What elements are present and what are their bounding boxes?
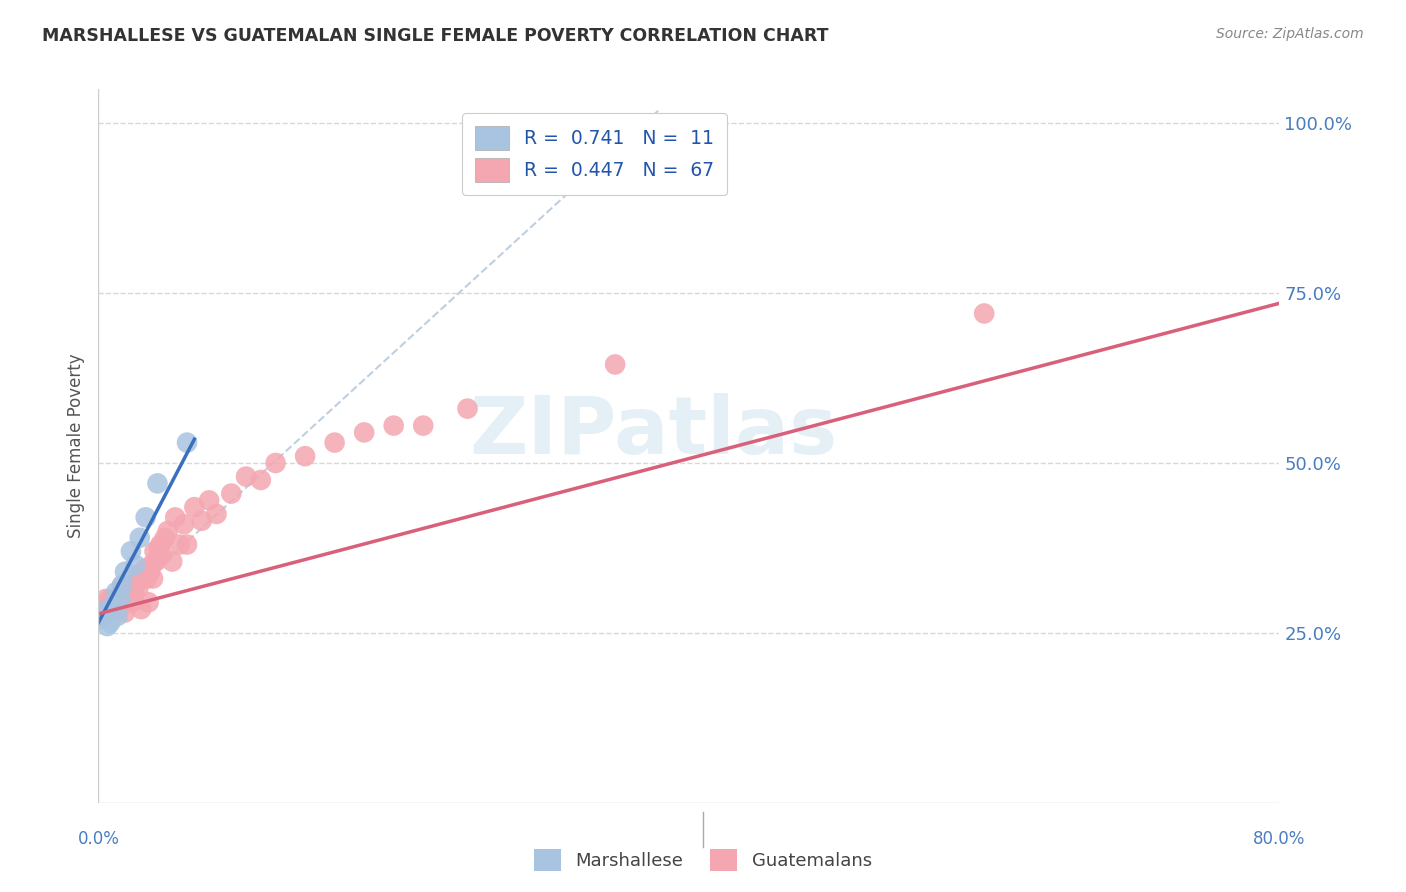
Point [103, 599, 125, 613]
Point [323, 435, 346, 450]
Point [125, 568, 148, 582]
Point [96, 595, 118, 609]
Text: MARSHALLESE VS GUATEMALAN SINGLE FEMALE POVERTY CORRELATION CHART: MARSHALLESE VS GUATEMALAN SINGLE FEMALE … [42, 27, 828, 45]
Point [89, 612, 111, 626]
Point [107, 608, 129, 623]
Text: Source: ZipAtlas.com: Source: ZipAtlas.com [1216, 27, 1364, 41]
Point [105, 585, 128, 599]
Point [120, 544, 142, 558]
Point [136, 572, 159, 586]
Point [138, 595, 160, 609]
Point [114, 606, 136, 620]
Point [94, 606, 117, 620]
Point [973, 306, 995, 320]
Point [162, 555, 183, 569]
Point [96, 619, 118, 633]
Legend: R =  0.741   N =  11, R =  0.447   N =  67: R = 0.741 N = 11, R = 0.447 N = 67 [463, 113, 727, 194]
Point [94, 599, 117, 613]
Y-axis label: Single Female Poverty: Single Female Poverty [66, 354, 84, 538]
Point [97, 602, 120, 616]
Legend: Marshallese, Guatemalans: Marshallese, Guatemalans [527, 842, 879, 879]
Point [456, 401, 478, 416]
Text: ZIPatlas: ZIPatlas [470, 392, 838, 471]
Point [250, 473, 273, 487]
Point [139, 565, 162, 579]
Point [198, 493, 221, 508]
Point [412, 418, 434, 433]
Point [150, 548, 173, 562]
Point [176, 435, 198, 450]
Point [605, 358, 627, 372]
Point [183, 500, 205, 515]
Point [132, 572, 155, 586]
Point [115, 591, 138, 606]
Text: 80.0%: 80.0% [1253, 830, 1306, 848]
Point [141, 558, 163, 572]
Point [145, 555, 167, 569]
Point [105, 591, 128, 606]
Point [142, 572, 165, 586]
Point [353, 425, 375, 440]
Point [176, 537, 198, 551]
Point [111, 578, 134, 592]
Point [146, 551, 169, 566]
Point [149, 537, 172, 551]
Point [112, 585, 135, 599]
Point [114, 565, 136, 579]
Text: 0.0%: 0.0% [77, 830, 120, 848]
Point [165, 510, 187, 524]
Point [129, 602, 152, 616]
Point [382, 418, 405, 433]
Point [98, 615, 121, 630]
Point [89, 602, 111, 616]
Point [294, 449, 316, 463]
Point [93, 606, 115, 620]
Point [103, 599, 125, 613]
Point [120, 578, 142, 592]
Point [128, 531, 150, 545]
Point [121, 595, 143, 609]
Point [146, 476, 169, 491]
Point [135, 510, 157, 524]
Point [100, 602, 122, 616]
Point [111, 578, 134, 592]
Point [97, 602, 120, 616]
Point [169, 537, 191, 551]
Point [143, 544, 166, 558]
Point [94, 591, 117, 606]
Point [124, 578, 146, 592]
Point [153, 531, 176, 545]
Point [117, 585, 139, 599]
Point [173, 517, 195, 532]
Point [148, 541, 170, 555]
Point [134, 565, 156, 579]
Point [108, 602, 131, 616]
Point [128, 572, 150, 586]
Point [107, 595, 129, 609]
Point [118, 582, 141, 596]
Point [90, 599, 112, 613]
Point [91, 608, 114, 623]
Point [127, 582, 149, 596]
Point [156, 524, 179, 538]
Point [219, 486, 242, 500]
Point [191, 514, 214, 528]
Point [264, 456, 287, 470]
Point [135, 561, 157, 575]
Point [110, 591, 132, 606]
Point [235, 469, 257, 483]
Point [110, 591, 132, 606]
Point [104, 595, 127, 609]
Point [205, 507, 228, 521]
Point [124, 558, 146, 572]
Point [98, 591, 121, 606]
Point [122, 589, 145, 603]
